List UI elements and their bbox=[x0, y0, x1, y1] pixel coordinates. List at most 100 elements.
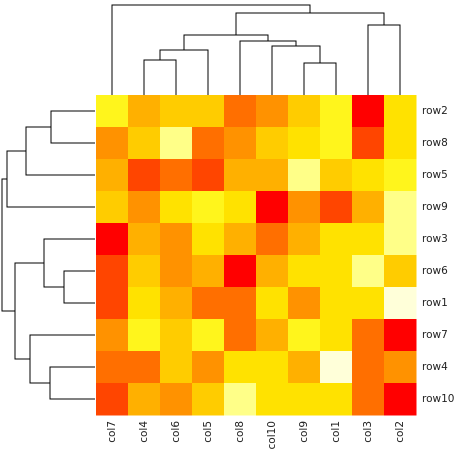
cell-row1-col7 bbox=[96, 287, 129, 320]
cell-row6-col4 bbox=[128, 255, 161, 288]
cell-row2-col2 bbox=[384, 95, 417, 128]
col-dendro-merge-col9-col1 bbox=[303, 62, 337, 95]
cell-row9-col2 bbox=[384, 191, 417, 224]
cell-row4-col8 bbox=[224, 351, 257, 384]
heatmap-cells bbox=[96, 95, 417, 416]
cell-row3-col4 bbox=[128, 223, 161, 256]
cell-row3-col3 bbox=[352, 223, 385, 256]
cell-row5-col7 bbox=[96, 159, 129, 192]
cell-row2-col6 bbox=[160, 95, 193, 128]
cell-row10-col10 bbox=[256, 383, 289, 416]
row-dendrogram bbox=[1, 110, 95, 400]
row-dendro-merge-row2row8-row5 bbox=[25, 126, 95, 176]
col-dendro-merge-col5group-col8group bbox=[183, 34, 269, 50]
col-dendro-merge-left-right bbox=[235, 12, 385, 35]
cell-row7-col2 bbox=[384, 319, 417, 352]
cell-row1-col1 bbox=[320, 287, 353, 320]
cell-row1-col6 bbox=[160, 287, 193, 320]
cell-row8-col4 bbox=[128, 127, 161, 160]
column-label-col9: col9 bbox=[298, 421, 310, 443]
cell-row1-col10 bbox=[256, 287, 289, 320]
cell-row1-col9 bbox=[288, 287, 321, 320]
cell-row10-col5 bbox=[192, 383, 225, 416]
cell-row6-col9 bbox=[288, 255, 321, 288]
cell-row6-col1 bbox=[320, 255, 353, 288]
cell-row3-col9 bbox=[288, 223, 321, 256]
cell-row4-col5 bbox=[192, 351, 225, 384]
row-dendro-merge-row3-row6row1 bbox=[43, 238, 95, 288]
cell-row2-col1 bbox=[320, 95, 353, 128]
cell-row4-col9 bbox=[288, 351, 321, 384]
column-label-col7: col7 bbox=[106, 421, 118, 443]
row-label-row5: row5 bbox=[422, 169, 448, 181]
cell-row9-col7 bbox=[96, 191, 129, 224]
cell-row2-col3 bbox=[352, 95, 385, 128]
cell-row2-col8 bbox=[224, 95, 257, 128]
col-dendro-merge-col10-col9col1 bbox=[271, 45, 321, 95]
cell-row1-col5 bbox=[192, 287, 225, 320]
row-label-row8: row8 bbox=[422, 137, 448, 149]
cell-row3-col1 bbox=[320, 223, 353, 256]
cell-row7-col5 bbox=[192, 319, 225, 352]
cell-row10-col4 bbox=[128, 383, 161, 416]
cell-row3-col2 bbox=[384, 223, 417, 256]
cell-row4-col6 bbox=[160, 351, 193, 384]
cell-row5-col10 bbox=[256, 159, 289, 192]
row-dendro-merge-row4-row10 bbox=[49, 366, 95, 400]
cell-row6-col3 bbox=[352, 255, 385, 288]
cell-row1-col4 bbox=[128, 287, 161, 320]
row-label-row1: row1 bbox=[422, 297, 448, 309]
cell-row7-col6 bbox=[160, 319, 193, 352]
column-label-col8: col8 bbox=[234, 421, 246, 443]
cell-row5-col5 bbox=[192, 159, 225, 192]
column-label-col5: col5 bbox=[202, 421, 214, 443]
cell-row10-col8 bbox=[224, 383, 257, 416]
cell-row8-col7 bbox=[96, 127, 129, 160]
col-dendro-merge-col4-col6 bbox=[143, 59, 177, 95]
cell-row5-col3 bbox=[352, 159, 385, 192]
cell-row10-col7 bbox=[96, 383, 129, 416]
cell-row2-col4 bbox=[128, 95, 161, 128]
column-label-col3: col3 bbox=[362, 421, 374, 443]
cell-row7-col1 bbox=[320, 319, 353, 352]
cell-row4-col4 bbox=[128, 351, 161, 384]
cell-row9-col4 bbox=[128, 191, 161, 224]
cell-row9-col3 bbox=[352, 191, 385, 224]
cell-row9-col10 bbox=[256, 191, 289, 224]
row-label-row10: row10 bbox=[422, 393, 454, 405]
cell-row7-col10 bbox=[256, 319, 289, 352]
cell-row1-col3 bbox=[352, 287, 385, 320]
cell-row9-col1 bbox=[320, 191, 353, 224]
row-dendro-merge-top-row9 bbox=[6, 150, 95, 208]
cell-row9-col8 bbox=[224, 191, 257, 224]
cell-row6-col7 bbox=[96, 255, 129, 288]
row-dendro-merge-row6-row1 bbox=[63, 270, 95, 304]
cell-row1-col2 bbox=[384, 287, 417, 320]
cell-row10-col9 bbox=[288, 383, 321, 416]
row-dendro-merge-root bbox=[1, 178, 15, 312]
cell-row4-col1 bbox=[320, 351, 353, 384]
row-labels: row2 row8 row5 row9 row3 row6 row1 row7 row4 row1… bbox=[422, 105, 454, 405]
cell-row3-col10 bbox=[256, 223, 289, 256]
cell-row6-col10 bbox=[256, 255, 289, 288]
cell-row8-col8 bbox=[224, 127, 257, 160]
column-label-col1: col1 bbox=[330, 421, 342, 443]
row-label-row6: row6 bbox=[422, 265, 448, 277]
cell-row7-col9 bbox=[288, 319, 321, 352]
cell-row2-col10 bbox=[256, 95, 289, 128]
cell-row2-col7 bbox=[96, 95, 129, 128]
cell-row8-col9 bbox=[288, 127, 321, 160]
cell-row4-col3 bbox=[352, 351, 385, 384]
cell-row8-col3 bbox=[352, 127, 385, 160]
cell-row4-col7 bbox=[96, 351, 129, 384]
cell-row5-col9 bbox=[288, 159, 321, 192]
cell-row5-col6 bbox=[160, 159, 193, 192]
cell-row8-col2 bbox=[384, 127, 417, 160]
cell-row7-col3 bbox=[352, 319, 385, 352]
cell-row7-col4 bbox=[128, 319, 161, 352]
column-label-col4: col4 bbox=[138, 421, 150, 443]
row-dendro-merge-row7-row4row10 bbox=[29, 334, 95, 384]
cell-row2-col5 bbox=[192, 95, 225, 128]
row-dendro-merge-row2-row8 bbox=[50, 110, 95, 144]
row-label-row2: row2 bbox=[422, 105, 448, 117]
